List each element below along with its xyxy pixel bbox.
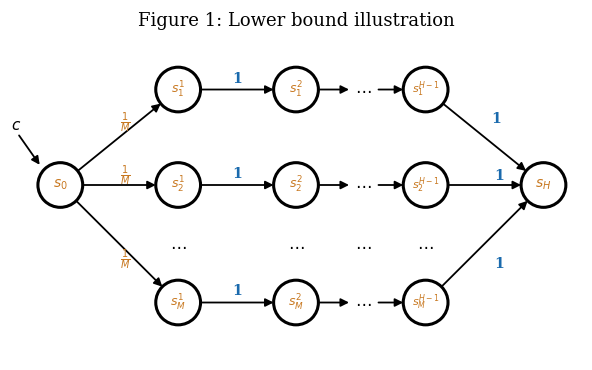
- Text: $\cdots$: $\cdots$: [417, 236, 434, 255]
- Text: $\cdots$: $\cdots$: [288, 236, 304, 255]
- Text: $\frac{1}{M}$: $\frac{1}{M}$: [120, 110, 130, 135]
- Text: 1: 1: [232, 167, 242, 181]
- Text: $s_2^{H-1}$: $s_2^{H-1}$: [411, 175, 440, 195]
- Text: $\cdots$: $\cdots$: [355, 81, 372, 98]
- Text: 1: 1: [491, 112, 501, 126]
- Text: $\cdots$: $\cdots$: [355, 176, 372, 194]
- Ellipse shape: [403, 280, 448, 325]
- Ellipse shape: [274, 280, 318, 325]
- Text: $s_H$: $s_H$: [535, 178, 552, 192]
- Text: $s_2^2$: $s_2^2$: [289, 175, 303, 195]
- Text: $s_0$: $s_0$: [53, 178, 67, 192]
- Ellipse shape: [156, 67, 201, 112]
- Ellipse shape: [274, 67, 318, 112]
- Ellipse shape: [403, 163, 448, 207]
- Text: $\cdots$: $\cdots$: [355, 236, 372, 255]
- Text: $s_1^2$: $s_1^2$: [289, 80, 303, 100]
- Ellipse shape: [521, 163, 566, 207]
- Ellipse shape: [156, 280, 201, 325]
- Text: $s_M^2$: $s_M^2$: [288, 292, 304, 313]
- Text: $\frac{1}{M}$: $\frac{1}{M}$: [120, 248, 130, 272]
- Text: $s_2^1$: $s_2^1$: [171, 175, 185, 195]
- Text: 1: 1: [232, 285, 242, 299]
- Ellipse shape: [156, 163, 201, 207]
- Ellipse shape: [274, 163, 318, 207]
- Text: $\cdots$: $\cdots$: [355, 293, 372, 312]
- Text: $\cdots$: $\cdots$: [170, 236, 186, 255]
- Ellipse shape: [38, 163, 83, 207]
- Text: 1: 1: [494, 257, 504, 271]
- Text: Figure 1: Lower bound illustration: Figure 1: Lower bound illustration: [137, 13, 455, 30]
- Ellipse shape: [403, 67, 448, 112]
- Text: $s_M^{H-1}$: $s_M^{H-1}$: [411, 293, 440, 312]
- Text: $s_M^1$: $s_M^1$: [170, 292, 186, 313]
- Text: 1: 1: [232, 71, 242, 85]
- Text: 1: 1: [494, 169, 504, 183]
- Text: $s_1^{H-1}$: $s_1^{H-1}$: [411, 80, 440, 99]
- Text: $s_1^1$: $s_1^1$: [171, 80, 185, 100]
- Text: $c$: $c$: [11, 119, 21, 133]
- Text: $\frac{1}{M}$: $\frac{1}{M}$: [120, 164, 130, 188]
